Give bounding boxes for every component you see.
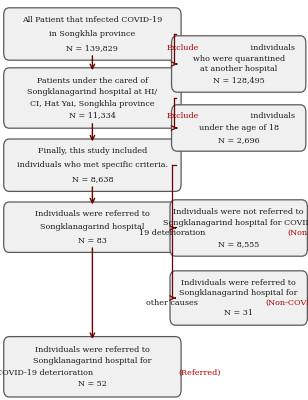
Text: Songklanagarind hospital for: Songklanagarind hospital for xyxy=(33,357,152,365)
Text: Individuals were not referred to: Individuals were not referred to xyxy=(173,208,304,216)
Text: 19 deterioration: 19 deterioration xyxy=(139,229,208,237)
Text: Finally, this study included: Finally, this study included xyxy=(38,147,147,155)
Text: (Non-COVID-19): (Non-COVID-19) xyxy=(265,299,308,307)
Text: N = 31: N = 31 xyxy=(224,309,253,317)
FancyBboxPatch shape xyxy=(4,68,181,128)
Text: at another hospital: at another hospital xyxy=(200,65,277,73)
FancyBboxPatch shape xyxy=(4,8,181,60)
Text: COVID-19 deterioration: COVID-19 deterioration xyxy=(0,368,96,376)
Text: Individuals were referred to: Individuals were referred to xyxy=(35,346,150,354)
Text: Individuals were referred to: Individuals were referred to xyxy=(181,279,296,287)
Text: N = 139,829: N = 139,829 xyxy=(67,44,118,52)
Text: (Referred): (Referred) xyxy=(178,368,221,376)
Text: individuals: individuals xyxy=(248,44,295,52)
Text: N = 11,334: N = 11,334 xyxy=(69,111,116,119)
Text: (Non-referred): (Non-referred) xyxy=(288,229,308,237)
Text: N = 83: N = 83 xyxy=(78,237,107,245)
Text: All Patient that infected COVID-19: All Patient that infected COVID-19 xyxy=(22,16,163,24)
Text: Individuals were referred to: Individuals were referred to xyxy=(35,210,150,218)
FancyBboxPatch shape xyxy=(170,271,307,325)
Text: Patients under the cared of: Patients under the cared of xyxy=(37,77,148,85)
Text: N = 8,555: N = 8,555 xyxy=(218,240,259,248)
FancyBboxPatch shape xyxy=(170,200,307,256)
Text: who were quarantined: who were quarantined xyxy=(192,55,285,63)
Text: individuals who met specific criteria.: individuals who met specific criteria. xyxy=(17,161,168,169)
Text: N = 52: N = 52 xyxy=(78,380,107,388)
FancyBboxPatch shape xyxy=(4,139,181,192)
Text: individuals: individuals xyxy=(248,112,295,120)
FancyBboxPatch shape xyxy=(172,36,306,92)
Text: other causes: other causes xyxy=(147,299,201,307)
Text: Songklanagarind hospital: Songklanagarind hospital xyxy=(40,223,144,231)
Text: Exclude: Exclude xyxy=(167,44,199,52)
Text: Songklanagarind hospital for: Songklanagarind hospital for xyxy=(180,289,298,297)
Text: N = 8,638: N = 8,638 xyxy=(72,176,113,184)
Text: N = 2,696: N = 2,696 xyxy=(218,136,260,144)
Text: N = 128,495: N = 128,495 xyxy=(213,76,265,84)
FancyBboxPatch shape xyxy=(4,337,181,397)
Text: Songklanagarind hospital at HI/: Songklanagarind hospital at HI/ xyxy=(27,88,157,96)
Text: in Songkhla province: in Songkhla province xyxy=(49,30,136,38)
FancyBboxPatch shape xyxy=(4,202,181,252)
Text: Exclude: Exclude xyxy=(167,112,199,120)
Text: CI, Hat Yai, Songkhla province: CI, Hat Yai, Songkhla province xyxy=(30,100,155,108)
Text: Songklanagarind hospital for COVID-: Songklanagarind hospital for COVID- xyxy=(163,219,308,227)
FancyBboxPatch shape xyxy=(172,105,306,151)
Text: under the age of 18: under the age of 18 xyxy=(199,124,279,132)
